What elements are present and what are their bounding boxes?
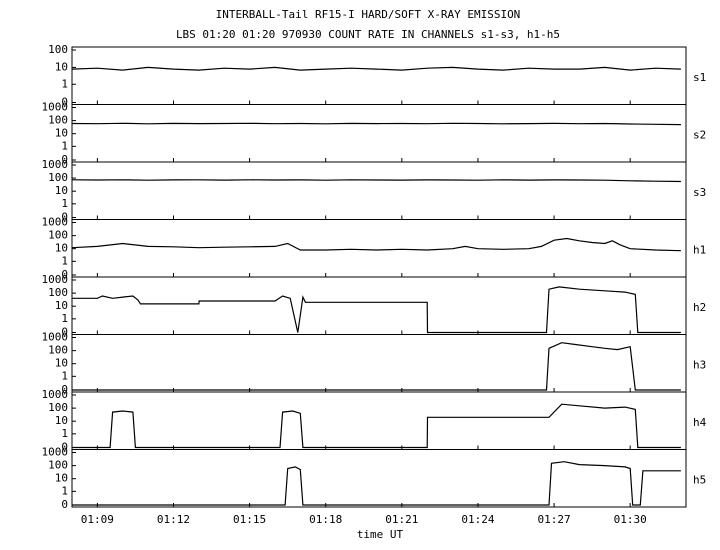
y-tick-label: 1 <box>61 139 68 152</box>
chart-subtitle: LBS 01:20 01:20 970930 COUNT RATE IN CHA… <box>176 28 560 41</box>
y-tick-label: 1 <box>61 254 68 267</box>
series-label: h4 <box>693 416 707 429</box>
y-tick-label: 10 <box>55 414 68 427</box>
x-tick-label: 01:09 <box>81 513 114 526</box>
y-tick-label: 10 <box>55 60 68 73</box>
y-tick-label: 0 <box>61 96 68 109</box>
y-tick-label: 1000 <box>42 331 69 344</box>
y-tick-label: 100 <box>48 401 68 414</box>
y-tick-label: 100 <box>48 459 68 472</box>
y-tick-label: 100 <box>48 229 68 242</box>
y-tick-label: 1 <box>61 77 68 90</box>
series-label: s3 <box>693 186 706 199</box>
series-label: s2 <box>693 128 706 141</box>
series-line <box>72 461 681 506</box>
y-tick-label: 1 <box>61 312 68 325</box>
y-tick-label: 1 <box>61 197 68 210</box>
x-tick-label: 01:24 <box>461 513 494 526</box>
series-line <box>71 122 681 126</box>
panel-frame <box>71 334 687 393</box>
y-tick-label: 0 <box>61 441 68 454</box>
y-tick-label: 10 <box>55 242 68 255</box>
y-tick-label: 100 <box>48 43 68 56</box>
y-tick-label: 0 <box>61 153 68 166</box>
panel-frame <box>71 104 687 163</box>
y-tick-label: 0 <box>61 211 68 224</box>
y-tick-label: 0 <box>61 268 68 281</box>
series-line <box>71 179 681 183</box>
series-label: h1 <box>693 243 706 256</box>
x-tick-label: 01:12 <box>157 513 190 526</box>
series-line <box>71 66 681 71</box>
y-tick-label: 1000 <box>42 101 69 114</box>
panel-frame <box>71 276 687 335</box>
series-label: h3 <box>693 358 706 371</box>
y-tick-label: 1000 <box>42 216 69 229</box>
panel-frame <box>71 449 687 508</box>
y-tick-label: 100 <box>48 114 68 127</box>
y-tick-label: 1000 <box>42 273 69 286</box>
series-line <box>72 403 681 449</box>
series-label: h5 <box>693 473 706 486</box>
y-tick-label: 10 <box>55 127 68 140</box>
y-tick-label: 100 <box>48 344 68 357</box>
y-tick-label: 0 <box>61 326 68 339</box>
y-tick-label: 10 <box>55 184 68 197</box>
x-tick-label: 01:27 <box>538 513 571 526</box>
x-tick-label: 01:15 <box>233 513 266 526</box>
y-tick-label: 0 <box>61 383 68 396</box>
x-axis-label: time UT <box>357 528 404 541</box>
y-tick-label: 0 <box>61 498 68 511</box>
series-label: s1 <box>693 71 706 84</box>
panel-frame <box>71 219 687 278</box>
x-tick-label: 01:18 <box>309 513 342 526</box>
x-tick-label: 01:30 <box>614 513 647 526</box>
y-tick-label: 1 <box>61 427 68 440</box>
panel-frame <box>71 161 687 220</box>
y-tick-label: 1000 <box>42 446 69 459</box>
y-tick-label: 10 <box>55 299 68 312</box>
x-tick-label: 01:21 <box>385 513 418 526</box>
series-line <box>72 342 681 391</box>
y-tick-label: 1000 <box>42 158 69 171</box>
y-tick-label: 1 <box>61 369 68 382</box>
series-label: h2 <box>693 301 706 314</box>
y-tick-label: 10 <box>55 472 68 485</box>
y-tick-label: 100 <box>48 286 68 299</box>
y-tick-label: 100 <box>48 171 68 184</box>
y-tick-label: 1000 <box>42 388 69 401</box>
panel-frame <box>71 391 687 450</box>
chart-title: INTERBALL-Tail RF15-I HARD/SOFT X-RAY EM… <box>216 8 521 21</box>
series-line <box>71 237 681 252</box>
y-tick-label: 10 <box>55 357 68 370</box>
panel-frame <box>71 46 687 105</box>
y-tick-label: 1 <box>61 484 68 497</box>
series-line <box>72 286 681 334</box>
